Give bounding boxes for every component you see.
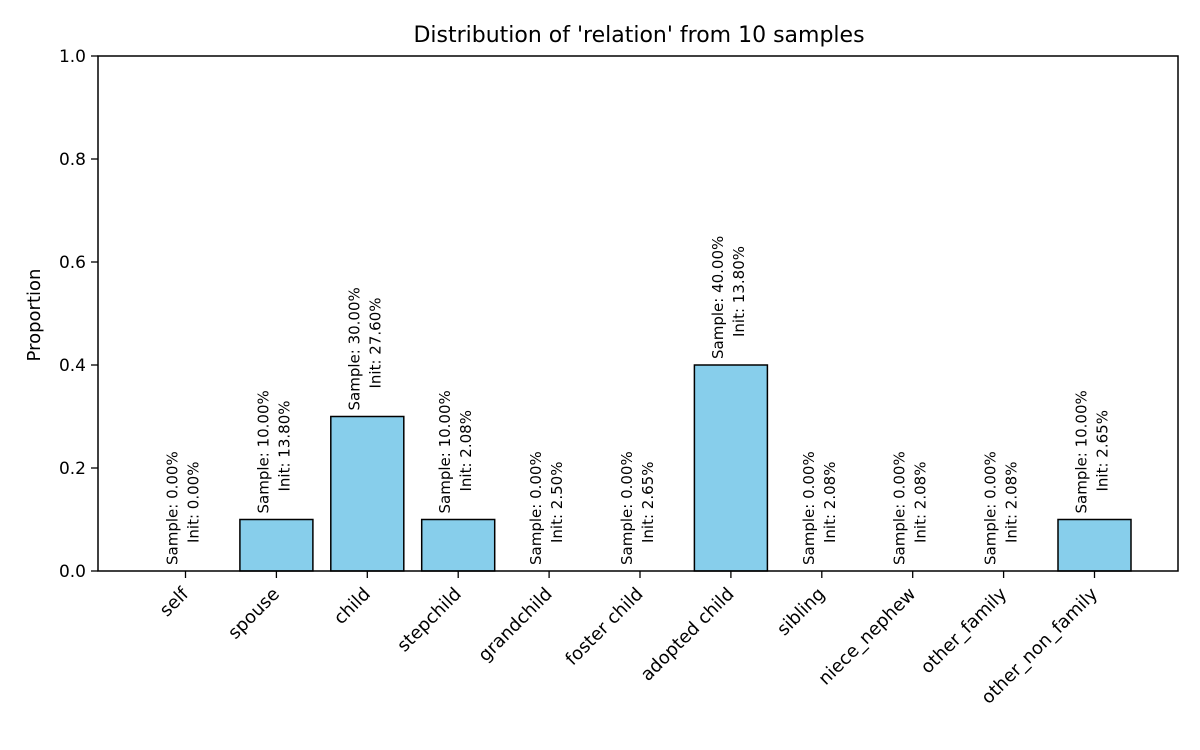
x-tick-label: child	[330, 584, 375, 629]
data-label-sample: Sample: 10.00%	[1073, 390, 1091, 513]
chart-title: Distribution of 'relation' from 10 sampl…	[413, 23, 864, 48]
bar-spouse	[239, 518, 314, 572]
data-label-init: Init: 13.80%	[730, 246, 748, 337]
x-tick-label: grandchild	[474, 584, 556, 666]
bar-child	[330, 415, 405, 572]
x-tick-label: stepchild	[393, 584, 466, 657]
annotations-layer: Sample: 0.00% Init: 0.00% Sample: 10.00% In…	[164, 236, 1112, 565]
x-tick-label: self	[156, 583, 194, 621]
data-label-init: Init: 2.50%	[548, 462, 566, 543]
x-tick-label: foster child	[561, 584, 647, 670]
data-label-init: Init: 0.00%	[185, 462, 203, 543]
data-label-init: Init: 2.65%	[1094, 410, 1112, 491]
y-axis-label: Proportion	[24, 269, 45, 362]
data-label-init: Init: 13.80%	[275, 401, 293, 492]
y-tick-label: 0.4	[59, 356, 86, 376]
data-label-sample: Sample: 10.00%	[436, 390, 454, 513]
x-tick-label: other_family	[917, 583, 1012, 678]
y-tick-label: 0.2	[59, 459, 86, 479]
data-label-init: Init: 27.60%	[366, 298, 384, 389]
data-label-sample: Sample: 30.00%	[345, 287, 363, 410]
data-label-sample: Sample: 40.00%	[709, 236, 727, 359]
y-tick-label: 0.6	[59, 253, 86, 273]
data-label-init: Init: 2.65%	[639, 462, 657, 543]
plot-frame	[97, 55, 1179, 572]
x-axis: self spouse child stepchild grandchild foster…	[156, 571, 1102, 708]
data-label-sample: Sample: 0.00%	[982, 451, 1000, 565]
bar-stepchild	[420, 518, 496, 572]
data-label-init: Init: 2.08%	[821, 462, 839, 543]
x-tick-label: niece_nephew	[814, 584, 920, 690]
data-label-init: Init: 2.08%	[912, 462, 930, 543]
x-tick-label: adopted child	[637, 584, 739, 686]
y-tick-label: 0.8	[59, 150, 86, 170]
y-tick-label: 0.0	[59, 562, 86, 582]
bars-layer	[239, 364, 1132, 572]
data-label-init: Init: 2.08%	[457, 410, 475, 491]
data-label-sample: Sample: 10.00%	[254, 390, 272, 513]
data-label-init: Init: 2.08%	[1003, 462, 1021, 543]
bar-adopted-child	[693, 364, 769, 572]
y-axis: 0.0 0.2 0.4 0.6 0.8 1.0	[59, 47, 98, 582]
data-label-sample: Sample: 0.00%	[164, 451, 182, 565]
data-label-sample: Sample: 0.00%	[891, 451, 909, 565]
bar-other-non-family	[1057, 518, 1132, 572]
data-label-sample: Sample: 0.00%	[527, 451, 545, 565]
y-tick-label: 1.0	[59, 47, 86, 67]
data-label-sample: Sample: 0.00%	[800, 451, 818, 565]
data-label-sample: Sample: 0.00%	[618, 451, 636, 565]
x-tick-label: spouse	[224, 584, 284, 644]
x-tick-label: sibling	[773, 584, 829, 640]
